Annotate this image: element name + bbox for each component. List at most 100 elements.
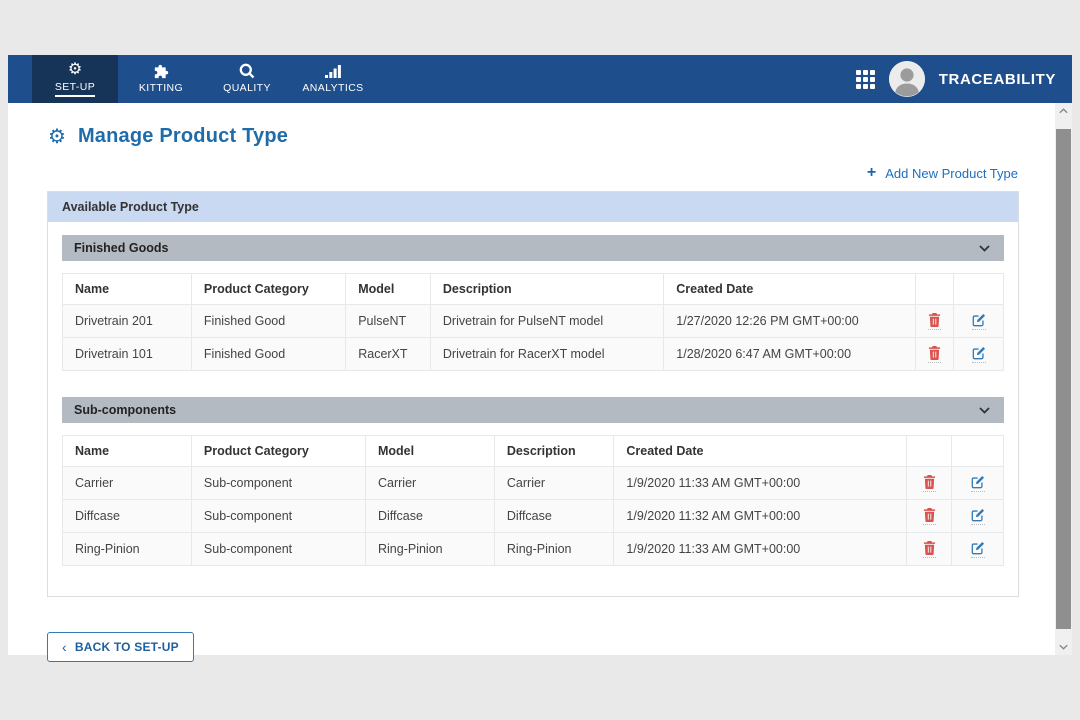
add-new-product-type-link[interactable]: + Add New Product Type [867, 164, 1018, 182]
column-header: Description [429, 273, 665, 305]
cell-model: Diffcase [364, 499, 495, 533]
cell-model: Carrier [364, 466, 495, 500]
puzzle-icon [153, 63, 170, 79]
column-header: Model [364, 435, 495, 467]
top-navbar: ⚙ SET-UP KITTING QUALITY ANALYTICS [8, 55, 1072, 103]
cell-description: Ring-Pinion [493, 532, 615, 566]
cell-created-date: 1/9/2020 11:32 AM GMT+00:00 [613, 499, 908, 533]
cell-created-date: 1/9/2020 11:33 AM GMT+00:00 [613, 466, 908, 500]
edit-icon [970, 508, 985, 525]
table-row: Ring-Pinion Sub-component Ring-Pinion Ring-… [62, 532, 1004, 566]
chevron-down-icon [979, 244, 990, 252]
edit-icon [971, 313, 986, 330]
nav-tab-setup[interactable]: ⚙ SET-UP [32, 55, 118, 103]
cell-product-category: Sub-component [190, 532, 366, 566]
edit-button[interactable] [951, 499, 1004, 533]
delete-button[interactable] [906, 532, 953, 566]
cell-name: Diffcase [62, 499, 192, 533]
cell-product-category: Finished Good [190, 304, 347, 338]
trash-icon [922, 540, 936, 558]
section-header[interactable]: Finished Goods [62, 235, 1004, 261]
edit-button[interactable] [951, 532, 1004, 566]
trash-icon [928, 345, 942, 363]
delete-button[interactable] [915, 337, 955, 371]
app-window: ⚙ SET-UP KITTING QUALITY ANALYTICS [8, 55, 1072, 662]
column-header: Product Category [190, 435, 366, 467]
edit-icon [970, 475, 985, 492]
column-header [906, 435, 953, 467]
trash-icon [922, 474, 936, 492]
nav-tab-label: SET-UP [54, 81, 96, 97]
column-header: Created Date [663, 273, 917, 305]
cell-product-category: Sub-component [190, 466, 366, 500]
cell-name: Drivetrain 101 [62, 337, 192, 371]
avatar[interactable] [888, 61, 925, 97]
section-sub-components: Sub-components Name Product Category Model D… [62, 397, 1004, 566]
available-product-type-panel: Available Product Type Finished Goods Nam… [47, 191, 1019, 597]
column-header: Created Date [613, 435, 908, 467]
chevron-left-icon: ‹ [62, 639, 67, 655]
panel-title: Available Product Type [48, 192, 1018, 222]
trash-icon [922, 507, 936, 525]
cell-model: PulseNT [345, 304, 431, 338]
nav-tab-quality[interactable]: QUALITY [204, 55, 290, 103]
scroll-up-icon[interactable] [1055, 103, 1072, 119]
column-header: Description [493, 435, 615, 467]
plus-icon: + [866, 164, 877, 181]
delete-button[interactable] [906, 466, 953, 500]
nav-tab-analytics[interactable]: ANALYTICS [290, 55, 376, 103]
table-header-row: Name Product Category Model Description Crea… [62, 273, 1004, 305]
column-header: Name [62, 435, 192, 467]
gear-icon: ⚙ [48, 125, 66, 148]
table-row: Diffcase Sub-component Diffcase Diffcase 1/9… [62, 499, 1004, 533]
cell-model: RacerXT [345, 337, 431, 371]
column-header [915, 273, 955, 305]
cell-created-date: 1/9/2020 11:33 AM GMT+00:00 [613, 532, 908, 566]
table-header-row: Name Product Category Model Description Crea… [62, 435, 1004, 467]
page-title: Manage Product Type [77, 125, 289, 147]
section-finished-goods: Finished Goods Name Product Category Model D… [62, 235, 1004, 371]
table-row: Drivetrain 101 Finished Good RacerXT Drivet… [62, 337, 1004, 371]
cell-name: Carrier [62, 466, 192, 500]
cell-created-date: 1/28/2020 6:47 AM GMT+00:00 [663, 337, 917, 371]
gear-icon: ⚙ [67, 60, 83, 78]
edit-button[interactable] [953, 337, 1004, 371]
navbar-right: TRACEABILITY [855, 55, 1072, 103]
cell-description: Drivetrain for PulseNT model [429, 304, 665, 338]
vertical-scrollbar[interactable] [1055, 103, 1072, 655]
cell-product-category: Sub-component [190, 499, 366, 533]
scrollbar-thumb[interactable] [1056, 129, 1071, 629]
edit-button[interactable] [951, 466, 1004, 500]
trash-icon [928, 312, 942, 330]
edit-icon [971, 346, 986, 363]
column-header: Model [345, 273, 431, 305]
section-title: Finished Goods [74, 241, 169, 255]
nav-tab-label: ANALYTICS [302, 81, 364, 94]
edit-button[interactable] [953, 304, 1004, 338]
cell-created-date: 1/27/2020 12:26 PM GMT+00:00 [663, 304, 917, 338]
cell-name: Drivetrain 201 [62, 304, 192, 338]
cell-description: Drivetrain for RacerXT model [429, 337, 665, 371]
scroll-down-icon[interactable] [1055, 639, 1072, 655]
nav-tab-label: QUALITY [223, 81, 271, 94]
page-title-row: ⚙ Manage Product Type [48, 125, 1072, 148]
column-header [953, 273, 1004, 305]
delete-button[interactable] [906, 499, 953, 533]
panel-body: Finished Goods Name Product Category Model D… [48, 222, 1018, 596]
cell-description: Diffcase [493, 499, 615, 533]
apps-grid-icon[interactable] [855, 69, 875, 89]
column-header: Product Category [190, 273, 347, 305]
back-to-setup-button[interactable]: ‹ BACK TO SET-UP [47, 632, 194, 662]
table-row: Drivetrain 201 Finished Good PulseNT Drivet… [62, 304, 1004, 338]
cell-name: Ring-Pinion [62, 532, 192, 566]
brand-title: TRACEABILITY [938, 70, 1056, 88]
column-header [951, 435, 1004, 467]
product-type-table: Name Product Category Model Description Crea… [62, 273, 1004, 371]
column-header: Name [62, 273, 192, 305]
section-header[interactable]: Sub-components [62, 397, 1004, 423]
delete-button[interactable] [915, 304, 955, 338]
edit-icon [970, 541, 985, 558]
add-link-label: Add New Product Type [885, 165, 1018, 181]
nav-tab-kitting[interactable]: KITTING [118, 55, 204, 103]
bar-chart-icon [325, 63, 341, 79]
